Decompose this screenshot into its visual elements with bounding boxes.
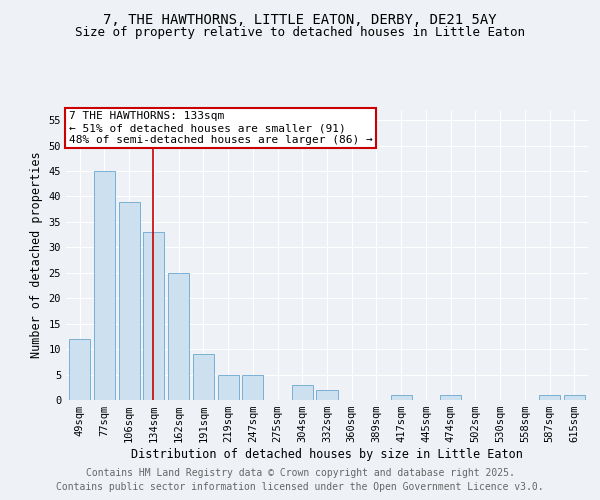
Bar [218,374,239,400]
Bar [292,384,313,400]
Text: Contains HM Land Registry data © Crown copyright and database right 2025.
Contai: Contains HM Land Registry data © Crown c… [56,468,544,492]
Bar [143,232,164,400]
Bar [539,395,560,400]
Bar [316,390,338,400]
X-axis label: Distribution of detached houses by size in Little Eaton: Distribution of detached houses by size … [131,448,523,461]
Y-axis label: Number of detached properties: Number of detached properties [30,152,43,358]
Bar [391,395,412,400]
Text: 7 THE HAWTHORNS: 133sqm
← 51% of detached houses are smaller (91)
48% of semi-de: 7 THE HAWTHORNS: 133sqm ← 51% of detache… [68,112,373,144]
Bar [440,395,461,400]
Bar [94,171,115,400]
Bar [119,202,140,400]
Bar [168,273,189,400]
Bar [69,339,90,400]
Bar [242,374,263,400]
Bar [193,354,214,400]
Text: Size of property relative to detached houses in Little Eaton: Size of property relative to detached ho… [75,26,525,39]
Bar [564,395,585,400]
Text: 7, THE HAWTHORNS, LITTLE EATON, DERBY, DE21 5AY: 7, THE HAWTHORNS, LITTLE EATON, DERBY, D… [103,12,497,26]
